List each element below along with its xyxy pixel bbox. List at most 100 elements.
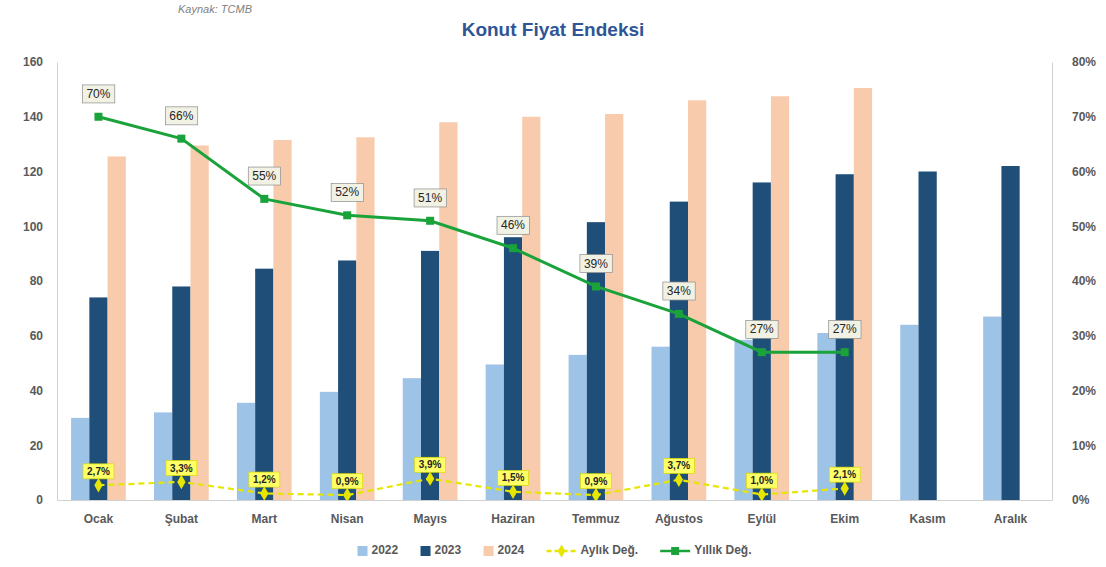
y-tick: 80 <box>30 274 44 288</box>
data-label-group: 3,9% <box>415 457 446 472</box>
x-tick: Kasım <box>910 512 946 526</box>
x-tick: Ocak <box>84 512 114 526</box>
data-label-group: 55% <box>248 167 280 185</box>
x-tick: Mayıs <box>413 512 447 526</box>
data-label: 55% <box>252 169 276 183</box>
marker <box>343 488 351 500</box>
data-label-group: 0,9% <box>581 474 612 489</box>
data-label: 51% <box>418 191 442 205</box>
data-label-box <box>497 216 529 234</box>
data-label-box <box>414 189 446 207</box>
legend-label: 2023 <box>435 543 462 557</box>
data-label: 2,7% <box>87 466 110 477</box>
data-label-box <box>248 167 280 185</box>
x-tick: Ekim <box>830 512 859 526</box>
data-label: 1,5% <box>502 472 525 483</box>
data-label-group: 1,5% <box>498 470 529 485</box>
data-label: 2,1% <box>833 469 856 480</box>
x-tick: Eylül <box>747 512 776 526</box>
data-label-group: 66% <box>165 107 197 125</box>
data-label: 27% <box>833 322 857 336</box>
data-label-group: 1,0% <box>746 473 777 488</box>
marker <box>592 282 600 290</box>
y-tick-label: 140 <box>23 110 43 124</box>
y-tick-label: 0 <box>36 493 43 507</box>
bar-series <box>108 88 872 500</box>
data-label: 3,3% <box>170 463 193 474</box>
line <box>98 479 844 495</box>
data-label-box <box>82 85 114 103</box>
data-label-box <box>415 457 446 472</box>
legend-item: Aylık Değ. <box>547 543 639 557</box>
bar <box>154 412 172 500</box>
y2-tick-label: 50% <box>1072 220 1096 234</box>
bar <box>605 114 623 500</box>
data-label-box <box>83 464 114 479</box>
bar <box>652 347 670 500</box>
data-label-box <box>332 474 363 489</box>
x-tick-label: Nisan <box>331 512 364 526</box>
data-label-box <box>663 458 694 473</box>
bar <box>108 156 126 500</box>
bar <box>1001 166 1019 500</box>
marker <box>841 481 849 495</box>
y2-tick: 50% <box>1072 220 1096 234</box>
x-tick: Şubat <box>165 512 198 526</box>
legend: 202220232024Aylık Değ.Yıllık Değ. <box>357 543 751 557</box>
y-tick-label: 40 <box>30 384 44 398</box>
x-tick-label: Mart <box>252 512 277 526</box>
x-tick-label: Ekim <box>830 512 859 526</box>
axis-line <box>57 63 58 501</box>
source: Kaynak: TCMB <box>178 3 252 15</box>
bar <box>771 96 789 500</box>
y-tick: 0 <box>36 493 43 507</box>
y-tick: 140 <box>23 110 43 124</box>
marker <box>177 475 185 489</box>
x-tick-label: Mayıs <box>413 512 447 526</box>
y2-tick-label: 30% <box>1072 329 1096 343</box>
marker <box>758 348 766 356</box>
bar <box>900 325 918 500</box>
data-label-group: 1,2% <box>249 472 280 487</box>
y2-tick-label: 40% <box>1072 274 1096 288</box>
bar <box>854 88 872 500</box>
data-label: 3,9% <box>419 459 442 470</box>
data-label: 1,2% <box>253 474 276 485</box>
legend-item: 2024 <box>484 543 525 557</box>
data-label-box <box>829 320 861 338</box>
y2-tick: 70% <box>1072 110 1096 124</box>
data-label-group: 70% <box>82 85 114 103</box>
y2-axis: 0%10%20%30%40%50%60%70%80% <box>1053 55 1097 507</box>
x-tick: Temmuz <box>572 512 620 526</box>
legend-item: 2023 <box>421 543 462 557</box>
x-tick-label: Eylül <box>747 512 776 526</box>
data-label-box <box>331 183 363 201</box>
data-label-box <box>746 473 777 488</box>
line <box>98 117 844 352</box>
marker <box>177 135 185 143</box>
y-tick-label: 20 <box>30 439 44 453</box>
x-tick: Ağustos <box>655 512 703 526</box>
axis-line <box>58 500 1053 501</box>
y-tick: 40 <box>30 384 44 398</box>
y2-tick: 0% <box>1072 493 1090 507</box>
data-label: 46% <box>501 218 525 232</box>
y-axis: 020406080100120140160 <box>23 55 58 507</box>
x-tick: Mart <box>252 512 277 526</box>
data-label-box <box>663 282 695 300</box>
data-label-group: 2,1% <box>829 467 860 482</box>
legend-marker <box>671 547 679 555</box>
chart: Konut Fiyat EndeksiKaynak: TCMB020406080… <box>0 0 1106 567</box>
bar <box>273 140 291 500</box>
marker <box>675 310 683 318</box>
marker <box>509 485 517 499</box>
x-tick-label: Ağustos <box>655 512 703 526</box>
y-tick: 20 <box>30 439 44 453</box>
data-label: 70% <box>86 87 110 101</box>
data-label-group: 34% <box>663 282 695 300</box>
data-label-box <box>166 461 197 476</box>
x-axis: OcakŞubatMartNisanMayısHaziranTemmuzAğus… <box>58 501 1053 526</box>
bar <box>522 117 540 500</box>
data-label-group: 2,7% <box>83 464 114 479</box>
marker <box>94 478 102 492</box>
